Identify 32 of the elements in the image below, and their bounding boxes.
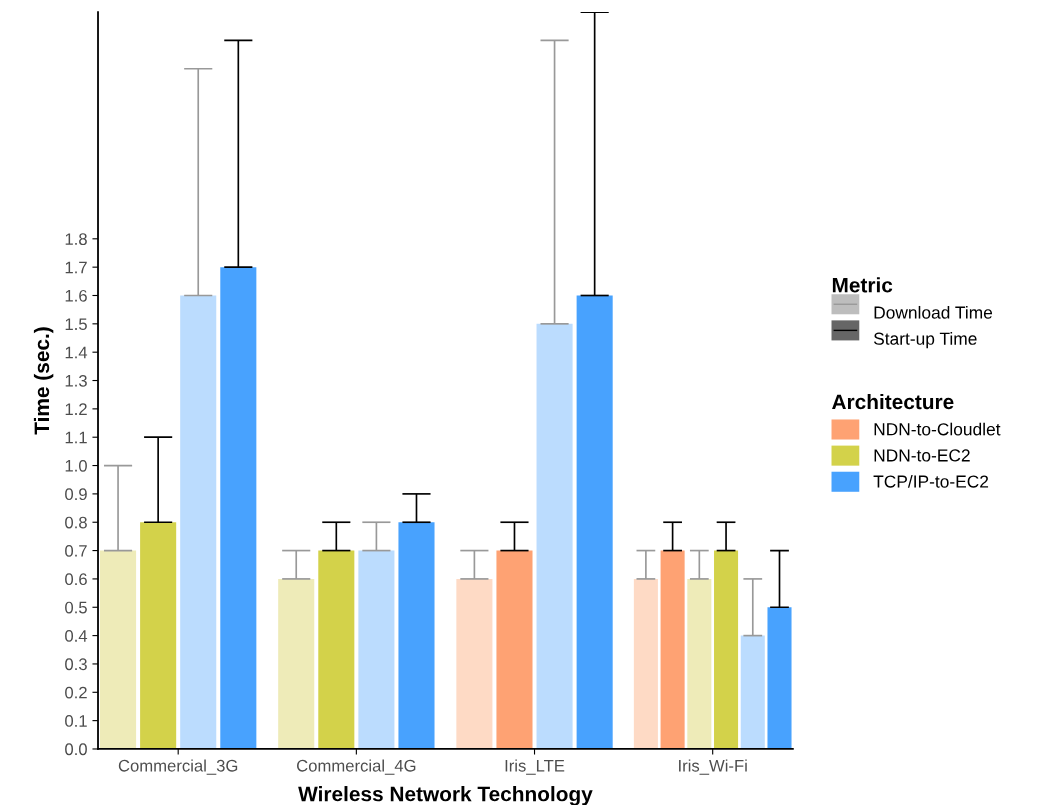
- legend-label: TCP/IP-to-EC2: [873, 474, 989, 488]
- y-tick-label: 0.1: [65, 715, 87, 727]
- y-tick-label: 1.1: [65, 431, 87, 444]
- x-tick-label: Iris_LTE: [505, 759, 565, 775]
- y-tick-label: 0.6: [65, 573, 87, 586]
- text: Download Time: [874, 305, 993, 319]
- y-tick-label: 0.8: [65, 516, 87, 529]
- y-tick-label: 1.0: [65, 459, 87, 472]
- y-tick-label: 1.6: [65, 289, 87, 302]
- y-tick-label: 1.2: [65, 403, 87, 415]
- y-tick-label: 0.7: [65, 544, 87, 557]
- y-tick-label: 1.8: [65, 233, 87, 246]
- y-tick-label: 0.2: [65, 686, 87, 699]
- x-axis-title: Wireless Network Technology: [298, 786, 593, 805]
- y-tick-label: 1.4: [65, 346, 88, 359]
- y-tick-label: 0.5: [65, 601, 87, 614]
- x-tick-label: Commercial_3G: [118, 759, 238, 775]
- x-tick-label: Commercial_4G: [297, 759, 416, 775]
- y-tick-label: 0.3: [65, 658, 87, 671]
- y-tick-label: 1.3: [65, 374, 87, 387]
- legend-label: NDN-to-Cloudlet: [874, 422, 1001, 436]
- x-tick-label: Iris_Wi-Fi: [679, 759, 747, 775]
- text: Metric: [832, 277, 893, 293]
- y-axis-title: Time (sec.): [33, 327, 54, 435]
- legend-label: NDN-to-EC2: [874, 449, 970, 462]
- y-tick-label: 0.0: [65, 743, 87, 756]
- y-tick-label: 1.7: [65, 261, 87, 274]
- y-tick-label: 0.4: [65, 630, 88, 642]
- y-tick-label: 1.5: [65, 318, 87, 331]
- text: Architecture: [832, 393, 954, 410]
- y-tick-label: 0.9: [65, 488, 87, 501]
- text: Start-up Time: [873, 332, 977, 349]
